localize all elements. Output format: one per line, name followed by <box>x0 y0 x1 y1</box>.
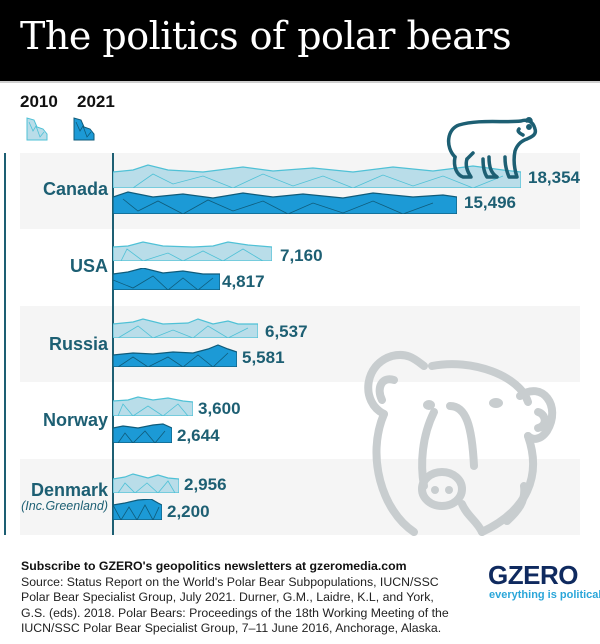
gzero-tagline: everything is political <box>489 589 600 601</box>
bar-usa-2021 <box>113 268 220 290</box>
gzero-logo: GZERO <box>488 560 578 590</box>
header-banner: The politics of polar bears <box>0 0 600 81</box>
bar-norway-2021 <box>113 423 172 443</box>
value-norway-2010: 3,600 <box>198 399 241 418</box>
bar-russia-2010 <box>113 318 258 338</box>
country-label-usa: USA <box>69 256 108 276</box>
country-label-russia: Russia <box>48 334 108 354</box>
country-label-norway: Norway <box>42 410 108 430</box>
subscribe-link[interactable]: Subscribe to GZERO's geopolitics newslet… <box>21 559 407 573</box>
value-russia-2021: 5,581 <box>242 348 285 367</box>
value-usa-2021: 4,817 <box>222 272 265 291</box>
value-denmark-2021: 2,200 <box>167 502 210 521</box>
bar-denmark-2010 <box>113 473 179 493</box>
country-label-denmark: Denmark <box>30 480 108 500</box>
bar-canada-2021 <box>113 191 457 214</box>
value-usa-2010: 7,160 <box>280 246 323 265</box>
left-border-rule <box>4 153 6 535</box>
legend-label-2021: 2021 <box>77 92 115 111</box>
country-label-canada: Canada <box>42 179 108 199</box>
page-title: The politics of polar bears <box>20 14 512 58</box>
bar-denmark-2021 <box>113 499 162 520</box>
bear-face-illustration-icon <box>342 336 562 536</box>
chart-axis <box>112 153 114 535</box>
country-sublabel-denmark: (Inc.Greenland) <box>21 499 108 513</box>
iceberg-2021-icon <box>73 117 95 141</box>
bar-russia-2021 <box>113 343 237 367</box>
value-norway-2021: 2,644 <box>177 426 220 445</box>
header-divider <box>0 81 600 83</box>
bar-usa-2010 <box>113 241 272 261</box>
bar-canada-2010 <box>113 164 521 188</box>
source-note: Source: Status Report on the World's Pol… <box>21 575 449 635</box>
value-canada-2021: 15,496 <box>464 193 516 212</box>
iceberg-2010-icon <box>26 117 48 141</box>
value-canada-2010: 18,354 <box>528 168 580 187</box>
legend-label-2010: 2010 <box>20 92 58 111</box>
value-russia-2010: 6,537 <box>265 322 308 341</box>
value-denmark-2010: 2,956 <box>184 475 227 494</box>
bar-norway-2010 <box>113 396 193 416</box>
polar-bear-icon <box>443 117 539 183</box>
